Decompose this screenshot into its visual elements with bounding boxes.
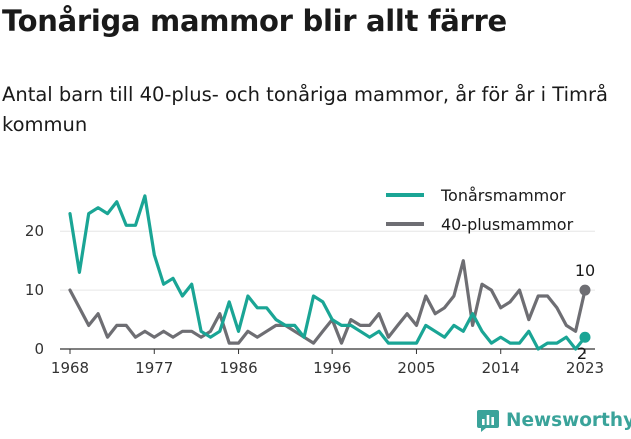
x-tick-label: 2005 [397,359,435,377]
legend-label: Tonårsmammor [440,186,566,205]
legend: Tonårsmammor 40-plusmammor [386,186,574,234]
chart-subtitle: Antal barn till 40-plus- och tonåriga ma… [2,83,608,136]
end-label-40-plusmammor: 10 [575,261,595,280]
series-line-40-plusmammor [68,259,587,345]
series-line-tonarsmammor [68,194,587,351]
y-tick-label: 0 [34,340,44,358]
x-axis: 0 10 20 1968 1977 1986 1996 2005 2014 2023 [25,222,604,377]
x-tick-label: 1968 [51,359,89,377]
y-tick-label: 10 [25,281,44,299]
end-markers: 10 2 [575,261,595,363]
gridlines [60,230,595,291]
series-lines [68,194,587,351]
x-tick-label: 1996 [313,359,351,377]
y-tick-label: 20 [25,222,44,240]
end-point-40-plusmammor [579,284,591,296]
end-point-tonarsmammor [579,331,591,343]
newsworthy-logo-icon [477,410,499,432]
x-tick-label: 2014 [482,359,520,377]
chart-title: Tonåriga mammor blir allt färre [2,4,507,38]
brand-name: Newsworthy [506,409,631,431]
x-tick-label: 2023 [566,359,604,377]
x-tick-label: 1977 [135,359,173,377]
newsworthy-brand: Newsworthy [476,408,631,432]
x-tick-label: 1986 [219,359,257,377]
legend-label: 40-plusmammor [441,215,574,234]
end-label-tonarsmammor: 2 [577,344,587,363]
